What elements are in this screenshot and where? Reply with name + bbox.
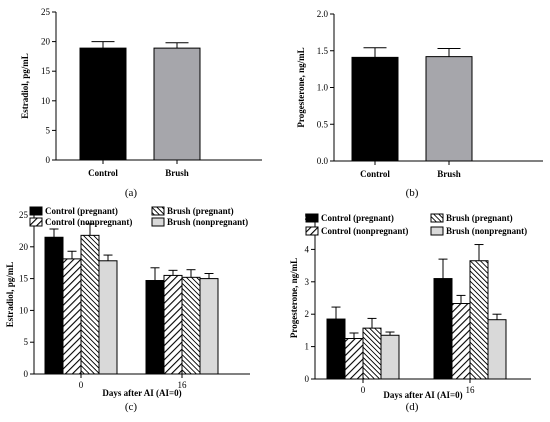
bar-series-0-group-16 <box>145 280 165 375</box>
x-tick-label: 16 <box>178 380 188 390</box>
bar-series-2-group-16 <box>181 276 201 375</box>
bar-series-1-group-0 <box>344 338 364 380</box>
legend-swatch <box>430 226 444 236</box>
y-tick-label: 10 <box>19 305 29 315</box>
panel-label: (c) <box>125 401 138 413</box>
panel-label: (b) <box>406 187 419 199</box>
bar-series-1-group-0 <box>62 258 82 375</box>
y-axis-label: Progesterone, ng/mL <box>296 47 306 127</box>
x-axis-label: Days after AI (AI=0) <box>383 390 462 400</box>
y-tick-label: 3 <box>305 277 310 287</box>
y-tick-label: 25 <box>19 210 29 220</box>
panel-label: (a) <box>125 187 138 199</box>
legend-swatch <box>305 226 319 236</box>
x-tick-label: Control <box>88 168 118 178</box>
y-tick-label: 2.0 <box>317 9 329 19</box>
x-tick-label: Control <box>360 169 390 179</box>
legend-label: Control (pregnant) <box>321 213 394 223</box>
y-tick-label: 5 <box>24 337 29 347</box>
legend-label: Brush (nonpregnant) <box>167 217 248 227</box>
bar-series-3-group-16 <box>199 278 219 375</box>
x-tick-label: 16 <box>466 385 476 395</box>
legend-swatch <box>430 213 444 223</box>
y-tick-label: 0.5 <box>317 119 329 129</box>
bar-control <box>351 56 399 162</box>
bar-series-1-group-16 <box>451 303 471 380</box>
y-tick-label: 20 <box>41 37 51 47</box>
legend-swatch <box>305 213 319 223</box>
y-tick-label: 15 <box>19 274 29 284</box>
bar-series-0-group-0 <box>326 318 346 380</box>
x-tick-label: Brush <box>165 168 189 178</box>
x-tick-label: Brush <box>437 169 461 179</box>
bar-series-0-group-16 <box>433 278 453 380</box>
legend-label: Control (nonpregnant) <box>321 226 408 236</box>
legend-label: Brush (pregnant) <box>446 213 513 223</box>
y-tick-label: 1 <box>305 342 310 352</box>
x-axis-label: Days after AI (AI=0) <box>102 388 181 398</box>
y-tick-label: 1.0 <box>317 83 329 93</box>
bar-brush <box>425 56 473 162</box>
panel-label: (d) <box>406 401 419 413</box>
y-axis-label: Estradiol, pg/mL <box>20 53 30 119</box>
y-tick-label: 15 <box>41 66 51 76</box>
y-axis-label: Progesterone, ng/mL <box>289 258 299 338</box>
bar-series-2-group-0 <box>80 234 100 375</box>
chart-panel-b: 0.0 0.5 1.0 1.5 2.0 Progesterone, ng/mL (b) Con… <box>296 9 543 199</box>
bar-series-2-group-0 <box>362 327 382 380</box>
bar-series-3-group-0 <box>380 334 400 380</box>
legend-label: Brush (nonpregnant) <box>446 226 527 236</box>
y-tick-label: 5 <box>46 125 51 135</box>
y-tick-label: 0 <box>305 374 310 384</box>
bar-series-3-group-0 <box>98 260 118 375</box>
y-tick-label: 25 <box>41 7 51 17</box>
y-tick-label: 2 <box>305 309 310 319</box>
legend-label: Control (nonpregnant) <box>45 217 132 227</box>
legend-label: Brush (pregnant) <box>167 206 234 216</box>
y-tick-label: 10 <box>41 96 51 106</box>
x-tick-label: 0 <box>79 380 84 390</box>
bar-brush <box>153 47 201 161</box>
bar-series-2-group-16 <box>469 260 489 380</box>
legend-swatch <box>29 206 43 216</box>
x-tick-label: 0 <box>361 385 366 395</box>
legend-swatch <box>29 217 43 227</box>
y-tick-label: 1.5 <box>317 46 329 56</box>
bar-series-3-group-16 <box>487 319 507 380</box>
y-tick-label: 4 <box>305 244 310 254</box>
y-tick-label: 0 <box>24 369 29 379</box>
chart-panel-a: 0 5 10 15 20 25 Estradiol, pg/mL (a) Control Brus… <box>20 7 262 199</box>
bar-series-1-group-16 <box>163 274 183 375</box>
legend-label: Control (pregnant) <box>45 206 118 216</box>
bar-control <box>79 47 127 161</box>
y-tick-label: 0.0 <box>317 156 329 166</box>
y-axis-label: Estradiol, pg/mL <box>5 262 15 328</box>
legend-swatch <box>151 206 165 216</box>
y-tick-label: 0 <box>46 155 51 165</box>
legend-swatch <box>151 217 165 227</box>
y-tick-label: 20 <box>19 242 29 252</box>
bar-series-0-group-0 <box>44 236 64 375</box>
